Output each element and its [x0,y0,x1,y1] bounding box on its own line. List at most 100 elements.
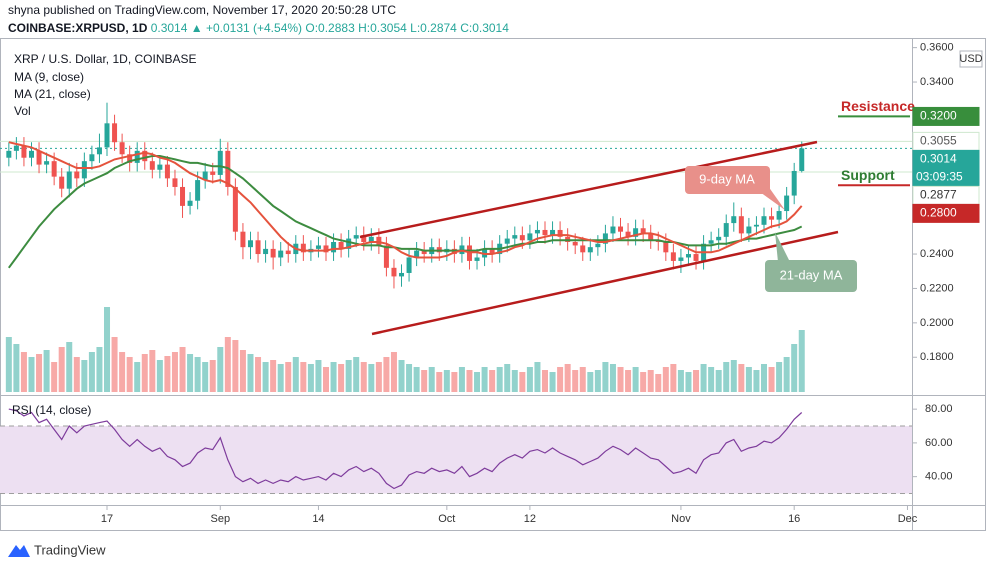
candle-body [791,170,797,196]
last-price: 0.3014 [151,21,188,35]
volume-bar [760,364,767,392]
volume-bar [141,354,148,392]
candle-body [134,150,140,163]
candle-body [610,226,616,234]
price-tag-label: 0.2800 [920,206,957,220]
candle-body [300,243,306,253]
volume-bar [13,344,20,392]
candle-body [421,250,427,255]
candle-body [142,150,148,162]
volume-bar [436,372,443,392]
candle-body [383,245,389,268]
volume-bar [496,367,503,392]
candle-body [587,247,593,253]
candle-body [66,171,72,189]
price-tag-label: 0.3055 [920,134,957,148]
volume-bar [541,370,548,392]
candle-body [74,171,80,179]
volume-bar [330,362,337,392]
candle-body [731,216,737,224]
volume-bar [662,367,669,392]
candle-body [678,257,684,261]
volume-bar [428,367,435,392]
rsi-label: RSI (14, close) [12,403,91,417]
volume-bar [375,362,382,392]
candle-body [119,142,125,155]
candle-body [504,238,510,244]
volume-bar [677,370,684,392]
candle-body [534,229,540,234]
volume-bar [481,367,488,392]
volume-bar [224,337,231,392]
candle-body [149,161,155,170]
volume-bar [255,357,262,392]
volume-bar [134,362,141,392]
volume-bar [783,357,790,392]
volume-bar [504,364,511,392]
candle-body [202,171,208,181]
volume-bar [768,367,775,392]
candle-body [406,257,412,273]
volume-bar [625,370,632,392]
volume-bar [96,347,103,392]
candle-body [519,235,525,241]
candle-body [799,148,805,171]
candle-body [723,223,729,237]
volume-bar [723,362,730,392]
volume-bar [247,354,254,392]
volume-bar [368,364,375,392]
ma9-callout: 9-day MA [685,166,785,210]
volume-bar [285,362,292,392]
volume-bar [43,350,50,392]
rsi-band [0,426,912,494]
candle-body [195,180,201,201]
candle-body [44,161,50,165]
candle-body [217,150,223,175]
candle-body [776,211,782,220]
volume-bar [353,357,360,392]
candle-body [633,228,639,237]
volume-bar [36,354,43,392]
candle-body [172,178,178,187]
candle-body [746,226,752,234]
candle-body [414,250,420,258]
candle-body [270,248,276,258]
volume-bar [66,342,73,392]
symbol: COINBASE:XRPUSD, 1D [8,21,148,35]
volume-bar [5,337,12,392]
price-tag [912,149,980,187]
ma9-line [8,141,803,259]
candle-body [761,216,767,225]
candle-body [640,228,646,234]
candle-body [361,235,367,243]
candle-body [338,242,344,249]
volume-bar [587,372,594,392]
volume-bar [360,362,367,392]
volume-bar [390,352,397,392]
volume-bar [81,360,88,392]
candle-body [59,176,65,189]
chart-title: XRP / U.S. Dollar, 1D, COINBASE [14,52,197,66]
candle-body [323,245,329,253]
candle-body [399,272,405,277]
plot: 0.1800 0.2000 0.2200 0.2400 0.3400 0.3600 17 Se… [0,42,980,525]
candle-body [708,240,714,244]
candle-body [157,164,163,170]
volume-bar [179,347,186,392]
candle-body [489,248,495,255]
volume-bar [104,307,111,392]
y-tick-label: 0.3600 [920,42,954,54]
candle-body [255,240,261,255]
volume-bar [685,372,692,392]
candle-body [315,245,321,249]
volume-bar [708,367,715,392]
candle-body [104,123,110,148]
volume-bar [194,357,201,392]
rsi-tick-label: 60.00 [925,437,953,449]
callout-box [685,166,770,194]
x-tick-label: Sep [210,513,230,525]
volume-bar [753,370,760,392]
volume-bar [126,357,133,392]
callout-arrow [775,232,790,262]
